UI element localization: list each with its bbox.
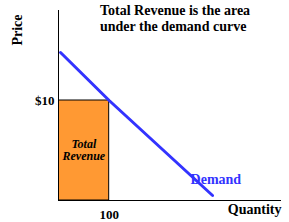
svg-text:Demand: Demand [191, 172, 242, 187]
svg-text:Quantity: Quantity [228, 202, 282, 217]
svg-text:Price: Price [10, 15, 25, 46]
svg-text:$10: $10 [35, 93, 55, 108]
svg-text:100: 100 [99, 207, 119, 222]
html-text:Total Revenue is the area unde: Total Revenue is the area under the dema… [100, 3, 251, 34]
svg-text:TotalRevenue: TotalRevenue [62, 137, 106, 163]
